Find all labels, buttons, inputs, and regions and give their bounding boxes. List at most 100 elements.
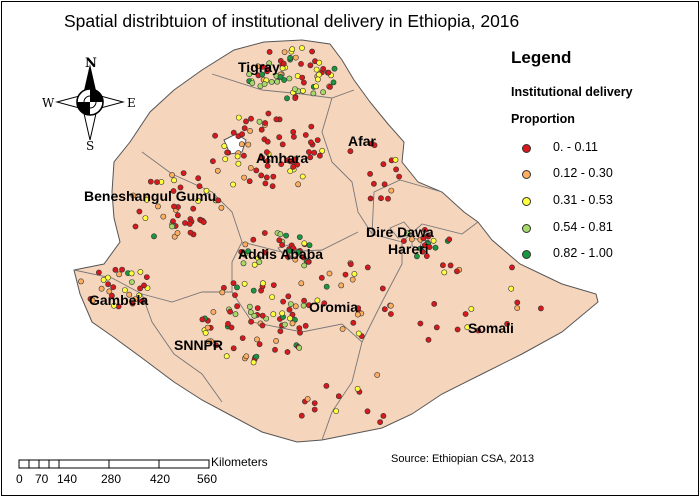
cluster-dot bbox=[218, 204, 225, 211]
cluster-dot bbox=[136, 292, 142, 299]
cluster-dot bbox=[327, 84, 333, 90]
cluster-dot bbox=[281, 77, 287, 83]
cluster-dot bbox=[408, 236, 415, 243]
legend-subtitle-proportion: Proportion bbox=[511, 112, 575, 126]
map-title: Spatial distribtuion of institutional de… bbox=[64, 11, 520, 31]
cluster-dot bbox=[264, 163, 271, 169]
cluster-dot bbox=[270, 173, 277, 180]
cluster-dot bbox=[210, 309, 217, 315]
cluster-dot bbox=[230, 129, 237, 136]
cluster-dot bbox=[126, 291, 133, 298]
cluster-dot bbox=[292, 156, 299, 162]
cluster-dot bbox=[199, 316, 206, 323]
cluster-dot bbox=[453, 268, 460, 275]
cluster-dot bbox=[377, 419, 383, 425]
cluster-dot bbox=[273, 116, 280, 123]
cluster-dot bbox=[338, 282, 345, 289]
legend-swatch bbox=[522, 197, 531, 206]
region-label-tigray: Tigray bbox=[238, 59, 280, 75]
cluster-dot bbox=[313, 83, 319, 90]
cluster-dot bbox=[261, 81, 268, 87]
cluster-dot bbox=[215, 197, 222, 204]
cluster-dot bbox=[268, 79, 275, 85]
cluster-dot bbox=[270, 311, 277, 318]
cluster-dot bbox=[316, 71, 322, 78]
cluster-dot bbox=[285, 253, 291, 260]
region-label-hareri: Hareri bbox=[388, 241, 429, 257]
cluster-dot bbox=[425, 336, 432, 343]
cluster-dot bbox=[110, 284, 117, 291]
cluster-dot bbox=[351, 270, 358, 277]
cluster-dot bbox=[235, 160, 242, 167]
cluster-dot bbox=[109, 292, 115, 299]
cluster-dot bbox=[296, 344, 303, 351]
cluster-dot bbox=[354, 385, 361, 392]
cluster-dot bbox=[325, 69, 332, 76]
cluster-dot bbox=[160, 213, 167, 220]
cluster-dot bbox=[441, 269, 448, 276]
cluster-dot bbox=[454, 326, 461, 333]
cluster-dot bbox=[262, 249, 269, 256]
cluster-dot bbox=[241, 251, 248, 258]
cluster-dot bbox=[259, 71, 266, 78]
cluster-dot bbox=[260, 280, 266, 287]
cluster-dot bbox=[400, 238, 407, 244]
cluster-dot bbox=[314, 76, 321, 83]
source-note: Source: Ethiopian CSA, 2013 bbox=[391, 453, 535, 465]
cluster-dot bbox=[314, 297, 321, 304]
cluster-dot bbox=[302, 132, 309, 138]
cluster-dot bbox=[177, 184, 184, 191]
cluster-dot bbox=[223, 353, 230, 360]
cluster-dot bbox=[253, 167, 260, 174]
cluster-dot bbox=[250, 287, 257, 294]
scale-tick-label: 280 bbox=[101, 472, 122, 486]
cluster-dot bbox=[290, 133, 297, 140]
cluster-dot bbox=[139, 298, 146, 304]
compass-w: W bbox=[42, 96, 55, 110]
legend-swatch bbox=[522, 224, 531, 233]
cluster-dot bbox=[388, 187, 395, 194]
cluster-dot bbox=[349, 276, 356, 283]
cluster-dot bbox=[200, 219, 207, 225]
ethiopia-country-shape bbox=[73, 39, 599, 443]
region-label-beneshangul-gumu: Beneshangul Gumu bbox=[84, 188, 217, 204]
legend-label: 0.54 - 0.81 bbox=[553, 220, 613, 234]
cluster-dot bbox=[195, 198, 202, 204]
cluster-dot bbox=[190, 205, 197, 212]
cluster-dot bbox=[423, 253, 430, 259]
cluster-dot bbox=[241, 125, 248, 132]
cluster-dot bbox=[234, 303, 240, 310]
cluster-dot bbox=[307, 139, 314, 146]
region-label-amhara: Amhara bbox=[256, 150, 309, 166]
cluster-dot bbox=[333, 408, 339, 414]
cluster-dot bbox=[285, 293, 292, 300]
cluster-dot bbox=[251, 261, 258, 268]
cluster-dot bbox=[298, 412, 305, 419]
cluster-dot bbox=[350, 319, 357, 326]
cluster-dot bbox=[281, 321, 288, 328]
cluster-dot bbox=[213, 342, 219, 349]
cluster-dot bbox=[78, 278, 84, 285]
cluster-dot bbox=[298, 61, 304, 67]
cluster-dot bbox=[290, 163, 296, 170]
cluster-dot bbox=[251, 312, 258, 319]
cluster-dot bbox=[392, 156, 399, 163]
legend-label: 0.82 - 1.00 bbox=[553, 246, 613, 260]
cluster-dot bbox=[246, 71, 253, 78]
cluster-dot bbox=[311, 400, 318, 406]
cluster-dot bbox=[374, 372, 381, 378]
cluster-dot bbox=[284, 349, 291, 355]
cluster-dot bbox=[283, 232, 289, 239]
cluster-dot bbox=[447, 262, 454, 269]
cluster-dot bbox=[514, 299, 521, 306]
cluster-dot bbox=[246, 303, 253, 310]
cluster-dot bbox=[154, 179, 160, 185]
cluster-dot bbox=[302, 322, 309, 329]
cluster-dot bbox=[247, 164, 254, 171]
cluster-dot bbox=[307, 154, 314, 161]
cluster-dot bbox=[313, 66, 320, 73]
cluster-dot bbox=[243, 118, 249, 125]
cluster-dot bbox=[269, 183, 276, 190]
cluster-dot bbox=[256, 259, 263, 265]
cluster-dot bbox=[309, 48, 315, 55]
